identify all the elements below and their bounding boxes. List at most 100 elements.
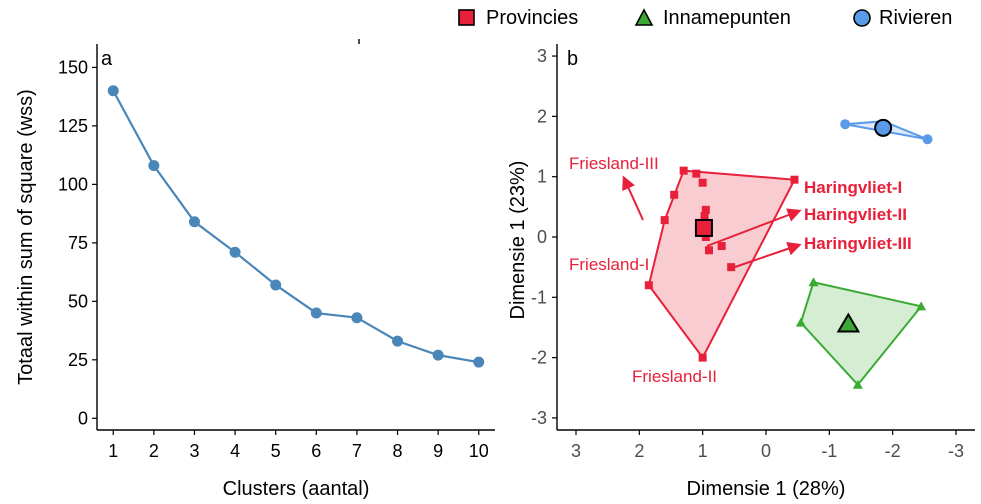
panel-b-x-axis-title: Dimensie 1 (28%) [687, 478, 846, 500]
panel-b-x-tick-label: -3 [948, 441, 964, 461]
centroid-provincies [694, 218, 713, 237]
point-rivieren [922, 134, 933, 145]
centroid-innamepunten [836, 312, 861, 333]
panel-a-x-tick-label: 8 [393, 441, 403, 461]
label-friesland-ii: Friesland-II [632, 367, 717, 386]
point-provincies [701, 233, 710, 241]
panel-b: b Dimensie 1 (28%) Dimensie 1 (23%) 3 2 1 0… [507, 44, 975, 500]
panel-a-x-tick-label: 2 [149, 441, 159, 461]
legend-square-icon [458, 9, 475, 26]
panel-a-data-point [148, 160, 160, 172]
panel-b-y-ticks: -3 -2 -1 0 1 2 3 [531, 46, 557, 428]
panel-b-x-tick-label: 2 [634, 441, 644, 461]
point-provincies [698, 353, 707, 362]
panel-b-y-tick-label: 2 [537, 106, 547, 126]
panel-b-x-ticks: 3 2 1 0 -1 -2 -3 [571, 430, 964, 461]
panel-a-data-point [392, 335, 404, 347]
panel-a-data-point [188, 216, 200, 228]
panel-a-data-point [107, 85, 119, 97]
label-haringvliet-i: Haringvliet-I [804, 178, 902, 197]
panel-a-data-point [473, 356, 485, 368]
panel-a-x-tick-label: 10 [469, 441, 489, 461]
label-friesland-iii: Friesland-III [569, 154, 659, 173]
point-innamepunten [852, 379, 863, 389]
label-friesland-i: Friesland-I [569, 255, 649, 274]
panel-b-y-tick-label: 3 [537, 46, 547, 66]
panel-a-x-tick-label: 5 [271, 441, 281, 461]
point-provincies [701, 205, 710, 214]
point-provincies [717, 242, 726, 251]
point-provincies [705, 246, 713, 255]
panel-a-x-tick-label: 1 [108, 441, 118, 461]
panel-b-x-tick-label: 1 [698, 441, 708, 461]
panel-b-x-tick-label: -2 [885, 441, 901, 461]
panel-a-x-tick-label: 3 [189, 441, 199, 461]
point-provincies [727, 263, 736, 272]
legend-circle-icon [853, 9, 871, 27]
point-provincies [700, 211, 709, 220]
point-innamepunten [808, 277, 819, 287]
panel-b-centroids [694, 118, 893, 333]
hull-provincies [647, 169, 797, 360]
point-provincies [790, 175, 799, 184]
panel-b-y-axis-title: Dimensie 1 (23%) [507, 161, 529, 320]
legend: Provincies Innamepunten Rivieren [458, 7, 952, 29]
panel-a-y-tick-label: 125 [58, 116, 88, 136]
arrow-haringvliet-ii [706, 208, 802, 247]
panel-a-data-point [432, 349, 444, 361]
legend-label-provinces: Provincies [486, 7, 578, 29]
panel-a-y-ticks: 0 25 50 75 100 125 150 [58, 57, 97, 428]
panel-a-y-tick-label: 75 [68, 233, 88, 253]
label-haringvliet-ii: Haringvliet-II [804, 205, 907, 224]
panel-a-series-points [107, 85, 485, 368]
point-provincies [692, 169, 701, 178]
point-provincies [698, 178, 707, 187]
point-provincies [679, 166, 688, 175]
panel-a-data-point [270, 279, 282, 291]
panel-a-x-tick-label: 7 [352, 441, 362, 461]
hull-innamepunten [799, 281, 923, 387]
panel-a-x-tick-label: 6 [311, 441, 321, 461]
panel-a-label: a [101, 48, 113, 70]
panel-a-x-tick-label: 4 [230, 441, 240, 461]
point-innamepunten [795, 317, 806, 327]
panel-a-data-point [229, 246, 241, 258]
legend-label-innamepunten: Innamepunten [663, 7, 791, 29]
point-provincies [670, 190, 679, 199]
panel-a-data-point [351, 312, 363, 324]
panel-b-x-tick-label: 0 [761, 441, 771, 461]
panel-b-x-tick-label: -1 [821, 441, 837, 461]
panel-a-y-axis-title: Totaal within sum of square (wss) [15, 89, 37, 385]
panel-a-y-tick-label: 150 [58, 57, 88, 77]
panel-a-x-ticks: 1 2 3 4 5 6 7 8 9 10 [108, 430, 489, 461]
panel-b-y-tick-label: 0 [537, 227, 547, 247]
point-rivieren [840, 119, 851, 130]
panel-b-x-tick-label: 3 [571, 441, 581, 461]
panel-a-data-point [310, 307, 322, 319]
label-haringvliet-iii: Haringvliet-III [804, 234, 912, 253]
panel-a-y-tick-label: 25 [68, 350, 88, 370]
panel-a: a Clusters (aantal) Totaal within sum of… [15, 44, 495, 500]
point-provincies [644, 281, 653, 290]
panel-a-y-tick-label: 0 [78, 408, 88, 428]
centroid-rivieren [874, 118, 893, 137]
panel-b-arrows [622, 175, 802, 268]
arrow-friesland-iii [622, 175, 644, 221]
panel-b-y-tick-label: -3 [531, 408, 547, 428]
panel-b-label: b [567, 48, 578, 70]
panel-a-y-tick-label: 100 [58, 174, 88, 194]
point-innamepunten [916, 301, 927, 311]
legend-label-rivieren: Rivieren [879, 7, 952, 29]
panel-b-y-tick-label: -2 [531, 348, 547, 368]
point-provincies [660, 216, 669, 225]
panel-a-x-axis-title: Clusters (aantal) [223, 478, 370, 500]
panel-a-line-path [112, 90, 479, 364]
arrow-haringvliet-iii [734, 242, 802, 268]
panel-a-x-tick-label: 9 [433, 441, 443, 461]
panel-a-y-tick-label: 50 [68, 291, 88, 311]
panel-b-y-tick-label: -1 [531, 287, 547, 307]
panel-a-series-line [112, 90, 479, 364]
legend-triangle-icon [634, 8, 654, 26]
panel-b-y-tick-label: 1 [537, 167, 547, 187]
